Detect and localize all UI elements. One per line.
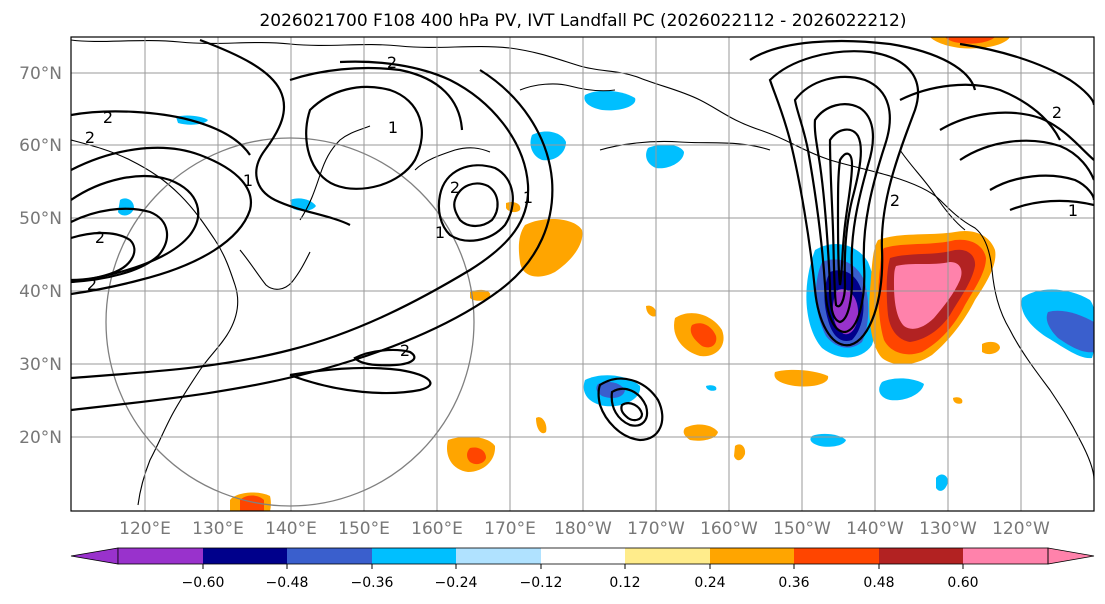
map-frame [70,36,1095,512]
pos-anomaly-hawaii-n-mid [690,323,717,348]
lon-label: 150°E [338,519,390,539]
colorbar-tick-label: 0.36 [778,575,809,591]
neg-anomaly-bering-1 [584,90,636,111]
contour-label: 2 [400,341,410,360]
lon-label: 130°E [192,519,244,539]
colorbar-segment [456,548,541,564]
neg-anomaly-eastpac-core [832,289,859,335]
colorbar-tick-label: 0.60 [947,575,978,591]
colorbar-tick-label: 0.24 [694,575,725,591]
pos-anomaly-south-edge-mid [240,495,264,511]
lon-label: 150°W [773,519,831,539]
contour-label: 2 [95,228,105,247]
colorbar-segment [963,548,1048,564]
colorbar-ticks [202,564,964,569]
pos-anomaly-nepac-small [982,341,1000,355]
lat-label: 60°N [19,136,62,156]
contour-label: 1 [523,188,533,207]
colorbar-segment [372,548,456,564]
lon-label: 160°W [700,519,758,539]
lat-label: 30°N [19,355,62,375]
pos-anomaly-scs-mid [467,447,486,465]
pos-anomaly-eastpac-core [894,262,962,329]
colorbar-tick-label: −0.12 [520,575,563,591]
colorbar-segment [625,548,710,564]
colorbar-segment [203,548,287,564]
contour-label: 1 [388,118,398,137]
colorbar: −0.60 −0.48 −0.36 −0.24 −0.12 0.12 0.24 … [70,547,1095,591]
pos-anomaly-small-3 [646,305,657,317]
pos-anomaly-small-7 [953,397,963,404]
colorbar-segment [879,548,963,564]
pos-anomaly-small-5 [734,444,746,461]
contour-label: 2 [450,178,460,197]
figure-title: 2026021700 F108 400 hPa PV, IVT Landfall… [259,11,906,31]
colorbar-tick-label: −0.60 [182,575,225,591]
latitude-labels: 70°N 60°N 50°N 40°N 30°N 20°N [19,64,62,448]
lon-label: 170°E [484,519,536,539]
range-circle [105,137,475,507]
lon-label: 130°W [919,519,977,539]
contour-label: 2 [890,191,900,210]
colorbar-tick-label: 0.48 [863,575,894,591]
colorbar-tick-label: 0.12 [609,575,640,591]
colorbar-tick-label: −0.24 [435,575,478,591]
contour-label: 1 [243,171,253,190]
lat-label: 70°N [19,64,62,84]
colorbar-min-arrow [70,547,119,565]
contour-label: 2 [387,53,397,72]
colorbar-segment [710,548,794,564]
colorbar-max-arrow [1047,547,1095,565]
neg-anomaly-subtrop-1-mid [596,382,625,398]
lon-label: 170°W [627,519,685,539]
coastlines [71,39,1094,506]
contour-label: 1 [435,223,445,242]
longitude-labels: 120°E 130°E 140°E 150°E 160°E 170°E 180°… [119,519,1050,539]
colorbar-segment [287,548,372,564]
contour-label: 2 [1052,103,1062,122]
lon-label: 120°W [992,519,1050,539]
contour-labels: 2 2 1 2 1 2 2 2 1 2 1 2 1 2 [85,53,1078,360]
lat-label: 40°N [19,282,62,302]
contour-label: 2 [85,128,95,147]
lat-label: 20°N [19,428,62,448]
neg-anomaly-westcoast-mid [1046,310,1094,353]
colorbar-segment [541,548,625,564]
colorbar-outline [117,547,1049,565]
contour-label: 2 [103,108,113,127]
contour-label: 1 [1068,201,1078,220]
lon-label: 140°W [846,519,904,539]
pos-anomaly-nwpac [518,218,583,277]
pos-anomaly-north-edge-mid [945,37,995,44]
pos-anomaly-small-6 [536,417,547,434]
lon-label: 140°E [265,519,317,539]
pos-anomaly-midpac [774,369,829,387]
contour-label: 2 [87,275,97,294]
neg-anomaly-subtrop-2 [879,378,924,401]
lon-label: 180°W [554,519,612,539]
pv-contours [71,38,1094,442]
lon-label: 120°E [119,519,171,539]
lat-label: 50°N [19,209,62,229]
pos-anomaly-small-1 [470,289,491,301]
neg-anomaly-bering-2 [530,131,566,161]
colorbar-tick-label: −0.48 [266,575,309,591]
colorbar-segment [794,548,879,564]
neg-anomaly-subtrop-4 [936,474,948,491]
colorbar-segment [118,548,203,564]
colorbar-tick-label: −0.36 [351,575,394,591]
neg-anomaly-subtrop-5 [706,385,717,391]
neg-anomaly-sea-japan [118,198,134,216]
lon-label: 160°E [411,519,463,539]
